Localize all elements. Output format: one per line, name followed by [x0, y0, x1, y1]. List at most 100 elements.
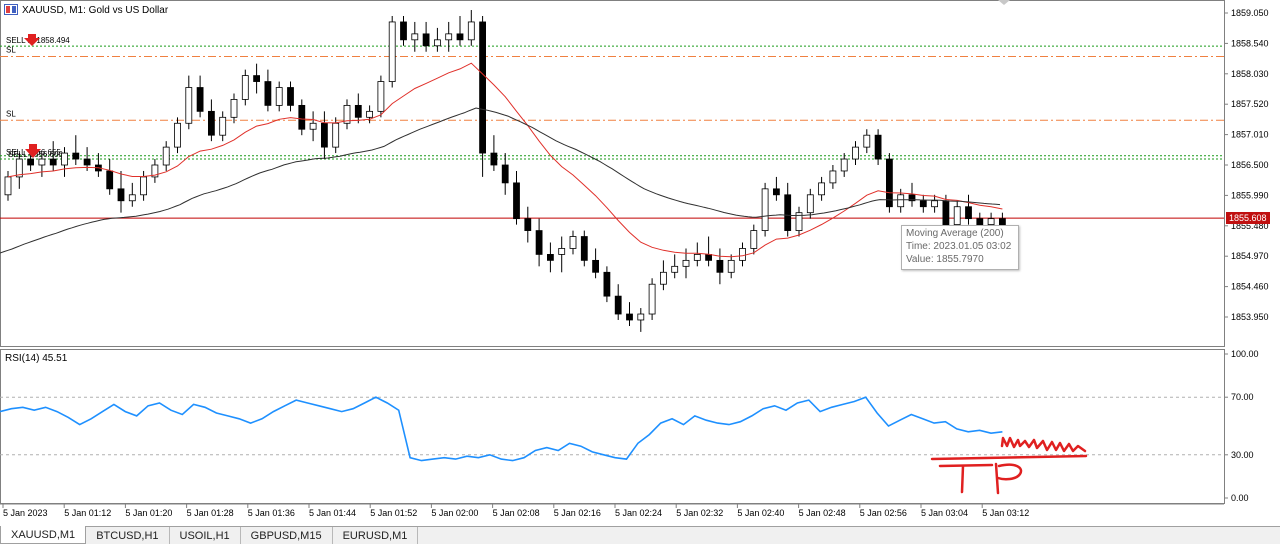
moving-average-fast-line[interactable] — [7, 62, 1003, 258]
candle — [140, 176, 148, 196]
candle — [750, 230, 758, 249]
tooltip-name: Moving Average (200) — [906, 228, 1004, 239]
candle — [207, 110, 215, 136]
candle — [377, 81, 385, 112]
candle — [999, 218, 1006, 226]
candle — [343, 104, 351, 124]
time-tick-label: 5 Jan 02:56 — [860, 508, 907, 518]
rsi-title: RSI(14) 45.51 — [5, 353, 68, 364]
moving-average-200-line[interactable] — [0, 107, 1001, 254]
candle — [309, 122, 317, 130]
time-tick-label: 5 Jan 02:16 — [554, 508, 601, 518]
bid-price-badge — [1226, 212, 1270, 224]
sell-entry-label: SELL at 1858.494 — [6, 36, 70, 45]
candle — [287, 87, 294, 106]
candle — [569, 236, 577, 249]
candle — [219, 116, 227, 136]
candle — [456, 33, 464, 41]
candle — [761, 188, 769, 231]
candle — [953, 206, 961, 226]
candle — [422, 33, 430, 47]
tab-eurusd-m1[interactable]: EURUSD,M1 — [333, 527, 419, 544]
tab-usoil-h1[interactable]: USOIL,H1 — [170, 527, 241, 544]
sell-arrow-icon — [25, 144, 41, 158]
candle — [128, 194, 136, 202]
candle — [965, 206, 972, 220]
time-tick-label: 5 Jan 01:52 — [370, 508, 417, 518]
candle — [931, 200, 938, 208]
price-tick-label: 1857.520 — [1231, 99, 1269, 109]
candle — [332, 122, 340, 148]
rsi-line[interactable] — [0, 396, 1003, 462]
time-tick-label: 5 Jan 01:12 — [64, 508, 111, 518]
tab-xauusd-m1[interactable]: XAUUSD,M1 — [0, 526, 87, 544]
candle — [558, 248, 566, 255]
candle — [162, 146, 170, 166]
candle — [354, 104, 362, 118]
candle — [976, 218, 984, 226]
candle — [230, 99, 238, 118]
tooltip-time: Time: 2023.01.05 03:02 — [906, 241, 1012, 252]
candle — [580, 236, 588, 261]
candle — [682, 259, 690, 267]
main-chart-panel[interactable] — [0, 0, 1225, 347]
candle — [253, 75, 261, 82]
candle — [727, 259, 735, 273]
time-tick-label: 5 Jan 02:32 — [676, 508, 723, 518]
candle — [174, 122, 181, 148]
candle — [626, 313, 633, 321]
candle — [603, 271, 611, 297]
price-tick-label: 1853.950 — [1231, 312, 1269, 322]
price-tick-label: 1855.990 — [1231, 190, 1269, 200]
candle — [614, 295, 622, 315]
time-tick-label: 5 Jan 01:44 — [309, 508, 356, 518]
candle — [535, 230, 543, 255]
candle — [693, 254, 701, 261]
candle — [818, 182, 825, 196]
candle — [15, 158, 23, 178]
candle — [83, 158, 91, 166]
time-tick-label: 5 Jan 03:04 — [921, 508, 968, 518]
title-icon — [4, 4, 18, 15]
candle — [886, 158, 893, 208]
candle — [185, 87, 193, 124]
rsi-tick-label: 0.00 — [1231, 493, 1249, 503]
candle — [411, 33, 419, 41]
bid-price-label: 1855.608 — [1229, 213, 1267, 223]
candle — [117, 188, 125, 202]
candle — [716, 259, 724, 273]
candle — [27, 158, 35, 166]
rsi-tick-label: 100.00 — [1231, 349, 1259, 359]
chart-shift-icon[interactable] — [998, 0, 1010, 5]
candle — [784, 194, 792, 231]
candle — [773, 188, 780, 196]
price-tick-label: 1854.460 — [1231, 282, 1269, 292]
rsi-tick-label: 30.00 — [1231, 450, 1254, 460]
candle — [671, 265, 679, 273]
candle — [660, 271, 667, 285]
candle — [400, 21, 407, 41]
candle — [320, 122, 328, 148]
stop-loss-label: SL — [6, 109, 16, 118]
candle — [919, 200, 927, 208]
candle — [987, 218, 995, 226]
symbol-tab-bar: XAUUSD,M1 BTCUSD,H1 USOIL,H1 GBPUSD,M15 … — [0, 526, 1280, 544]
candle — [264, 81, 272, 106]
price-tick-label: 1857.010 — [1231, 130, 1269, 140]
chart-title: XAUUSD, M1: Gold vs US Dollar — [22, 5, 169, 16]
candle — [863, 134, 871, 148]
tab-gbpusd-m15[interactable]: GBPUSD,M15 — [241, 527, 333, 544]
candle — [106, 170, 114, 190]
rsi-panel[interactable] — [0, 349, 1225, 504]
time-tick-label: 5 Jan 02:48 — [799, 508, 846, 518]
price-tick-label: 1855.480 — [1231, 221, 1269, 231]
candle — [490, 152, 498, 166]
time-tick-label: 5 Jan 01:28 — [187, 508, 234, 518]
tab-btcusd-h1[interactable]: BTCUSD,H1 — [86, 527, 170, 544]
candle — [275, 87, 283, 106]
price-tick-label: 1856.500 — [1231, 160, 1269, 170]
candle — [196, 87, 204, 112]
candle — [852, 146, 859, 160]
candle — [49, 158, 57, 166]
